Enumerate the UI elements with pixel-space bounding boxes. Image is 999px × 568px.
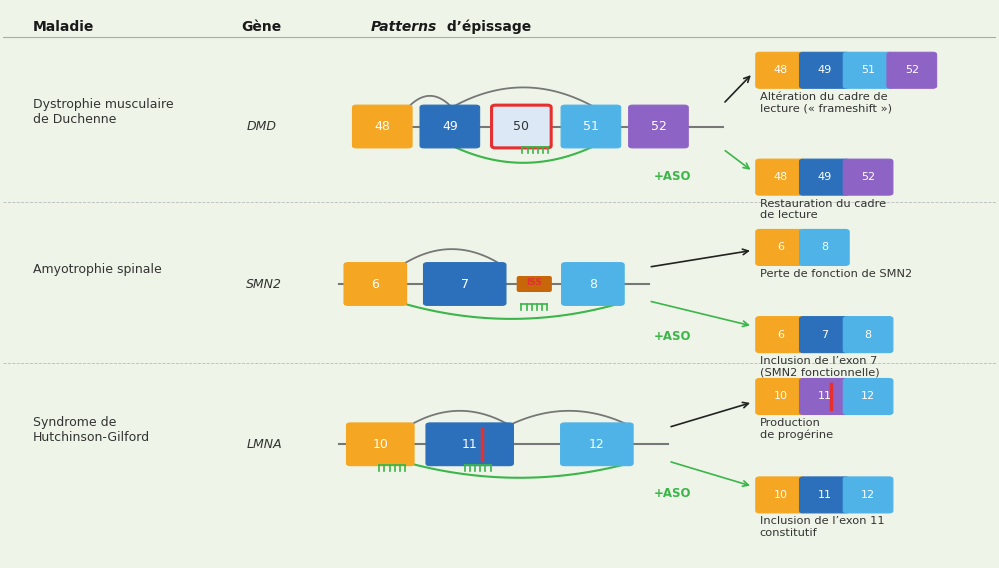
Text: 48: 48 (773, 172, 788, 182)
FancyBboxPatch shape (843, 316, 893, 353)
Text: Inclusion de l’exon 7
(SMN2 fonctionnelle): Inclusion de l’exon 7 (SMN2 fonctionnell… (760, 356, 879, 378)
FancyBboxPatch shape (799, 378, 849, 415)
Text: 52: 52 (905, 65, 919, 76)
Text: 8: 8 (588, 278, 596, 290)
FancyBboxPatch shape (799, 477, 849, 513)
Text: 10: 10 (373, 438, 389, 451)
Text: Production
de progérine: Production de progérine (760, 418, 833, 440)
Text: 11: 11 (462, 438, 478, 451)
FancyBboxPatch shape (756, 229, 805, 265)
FancyBboxPatch shape (843, 378, 893, 415)
Text: 12: 12 (589, 438, 604, 451)
Text: Restauration du cadre
de lecture: Restauration du cadre de lecture (760, 198, 886, 220)
Text: 12: 12 (861, 391, 875, 402)
Text: 49: 49 (817, 172, 831, 182)
Text: 49: 49 (817, 65, 831, 76)
Text: 7: 7 (461, 278, 469, 290)
Text: 6: 6 (777, 329, 784, 340)
Text: 50: 50 (513, 120, 529, 133)
FancyBboxPatch shape (560, 423, 633, 466)
Text: Patterns: Patterns (371, 20, 437, 34)
Text: 51: 51 (583, 120, 598, 133)
Text: 6: 6 (777, 243, 784, 252)
FancyBboxPatch shape (756, 52, 805, 88)
Text: DMD: DMD (246, 120, 276, 133)
Text: Dystrophie musculaire
de Duchenne: Dystrophie musculaire de Duchenne (33, 98, 173, 127)
FancyBboxPatch shape (628, 105, 688, 148)
FancyBboxPatch shape (424, 262, 505, 306)
Text: d’épissage: d’épissage (442, 20, 531, 34)
Text: 52: 52 (650, 120, 666, 133)
Text: Inclusion de l’exon 11
constitutif: Inclusion de l’exon 11 constitutif (760, 516, 884, 538)
FancyBboxPatch shape (756, 159, 805, 195)
FancyBboxPatch shape (756, 316, 805, 353)
Text: 51: 51 (861, 65, 875, 76)
Text: +ASO: +ASO (653, 487, 691, 500)
Text: 11: 11 (817, 490, 831, 500)
FancyBboxPatch shape (799, 159, 849, 195)
Text: Altération du cadre de
lecture (« frameshift »): Altération du cadre de lecture (« frames… (760, 91, 892, 113)
FancyBboxPatch shape (799, 52, 849, 88)
FancyBboxPatch shape (492, 105, 551, 148)
FancyBboxPatch shape (756, 477, 805, 513)
FancyBboxPatch shape (843, 52, 893, 88)
Text: Maladie: Maladie (33, 20, 94, 34)
FancyBboxPatch shape (756, 378, 805, 415)
FancyBboxPatch shape (426, 423, 513, 466)
Text: 48: 48 (773, 65, 788, 76)
FancyBboxPatch shape (843, 477, 893, 513)
Text: LMNA: LMNA (246, 438, 282, 451)
Text: 49: 49 (442, 120, 458, 133)
Text: SMN2: SMN2 (246, 278, 282, 290)
Text: 10: 10 (773, 391, 787, 402)
Text: Syndrome de
Hutchinson-Gilford: Syndrome de Hutchinson-Gilford (33, 416, 150, 444)
FancyBboxPatch shape (347, 423, 414, 466)
FancyBboxPatch shape (799, 316, 849, 353)
Text: 11: 11 (817, 391, 831, 402)
FancyBboxPatch shape (843, 159, 893, 195)
FancyBboxPatch shape (799, 229, 849, 265)
Text: 48: 48 (375, 120, 391, 133)
Text: +ASO: +ASO (653, 169, 691, 182)
FancyBboxPatch shape (420, 105, 480, 148)
FancyBboxPatch shape (353, 105, 412, 148)
Text: 10: 10 (773, 490, 787, 500)
FancyBboxPatch shape (561, 262, 624, 306)
Text: 52: 52 (861, 172, 875, 182)
FancyBboxPatch shape (517, 277, 551, 291)
FancyBboxPatch shape (561, 105, 620, 148)
Text: Gène: Gène (241, 20, 282, 34)
FancyBboxPatch shape (887, 52, 937, 88)
FancyBboxPatch shape (344, 262, 407, 306)
Text: Perte de fonction de SMN2: Perte de fonction de SMN2 (760, 269, 912, 279)
Text: 6: 6 (372, 278, 380, 290)
Text: Amyotrophie spinale: Amyotrophie spinale (33, 264, 161, 277)
Text: 8: 8 (821, 243, 828, 252)
Text: ISS: ISS (526, 278, 542, 287)
Text: 8: 8 (864, 329, 872, 340)
Text: 7: 7 (821, 329, 828, 340)
Text: 12: 12 (861, 490, 875, 500)
Text: +ASO: +ASO (653, 330, 691, 343)
